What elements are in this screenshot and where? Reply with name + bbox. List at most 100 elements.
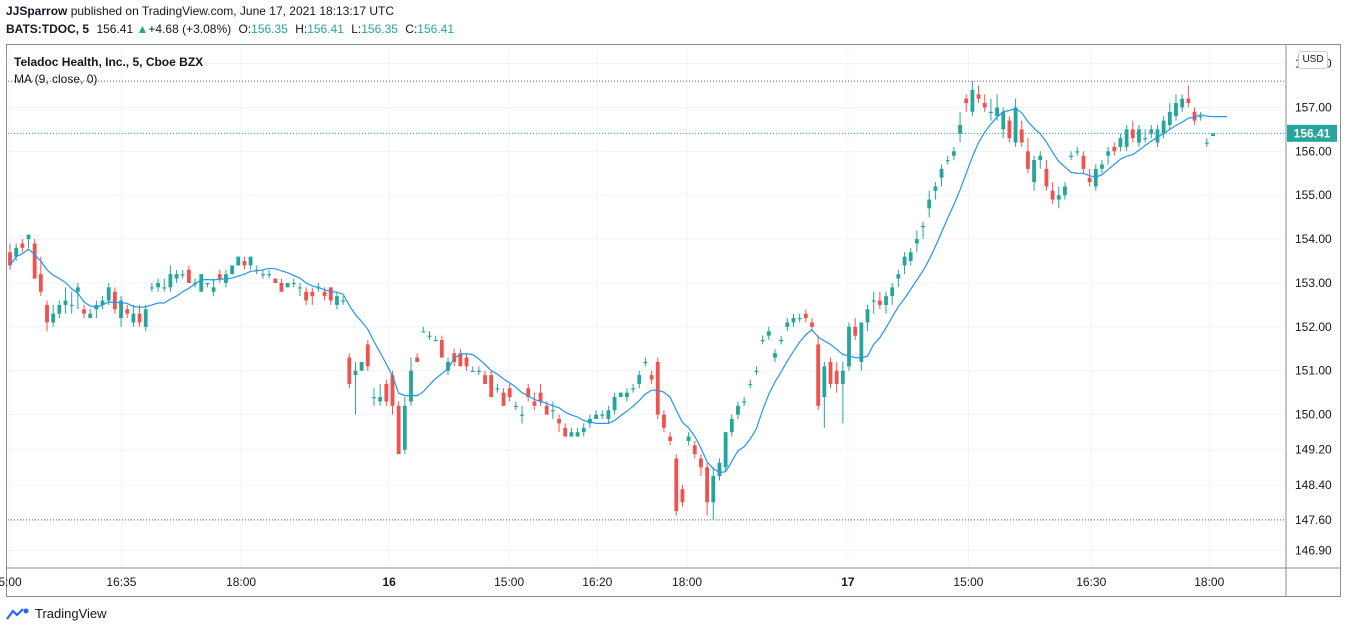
y-tick-label: 149.20 (1295, 443, 1332, 457)
x-tick-label: 16:20 (582, 575, 612, 589)
candle-body (723, 432, 728, 468)
candle-body (729, 418, 734, 433)
candle-body (174, 274, 179, 279)
candle-body (149, 287, 154, 289)
candle-body (964, 98, 969, 104)
change-value: +4.68 (+3.08%) (148, 22, 232, 36)
close-label: C: (405, 22, 418, 36)
candle-body (742, 401, 747, 403)
candle-body (1001, 111, 1006, 130)
candle-body (501, 392, 506, 406)
candle-body (606, 410, 611, 419)
candle-body (816, 344, 821, 406)
ma-line (9, 107, 1227, 474)
candle-body (1198, 116, 1203, 118)
candle-body (1137, 129, 1141, 143)
candle-body (717, 462, 722, 477)
candle-body (1161, 120, 1166, 134)
candle-body (211, 287, 216, 292)
candle-body (433, 340, 438, 342)
candle-body (1032, 160, 1037, 183)
candle-body (427, 335, 432, 337)
candle-body (754, 370, 759, 372)
candle-body (587, 418, 592, 424)
candle-body (14, 247, 19, 257)
candle-body (248, 256, 253, 266)
candle-body (162, 287, 167, 289)
candle-body (82, 309, 86, 314)
candle-body (310, 291, 315, 297)
candle-body (914, 239, 919, 244)
footer-brand[interactable]: TradingView (6, 606, 107, 621)
y-tick-label: 155.00 (1295, 188, 1332, 202)
candle-body (1167, 111, 1172, 125)
x-tick-label: 15:00 (953, 575, 983, 589)
high-value: 156.41 (307, 22, 344, 36)
candle-body (1019, 129, 1024, 143)
candle-body (840, 370, 845, 384)
candle-body (890, 287, 895, 297)
candle-body (557, 418, 561, 424)
candle-body (896, 274, 901, 279)
candle-body (1174, 103, 1178, 117)
candle-body (797, 318, 802, 320)
candle-body (8, 252, 12, 266)
candle-body (699, 458, 703, 468)
candle-body (1149, 129, 1154, 134)
candle-body (217, 274, 222, 279)
candle-body (384, 383, 389, 402)
candle-body (532, 401, 537, 406)
candle-body (791, 318, 796, 323)
candle-body (186, 269, 191, 283)
candle-body (951, 151, 956, 156)
candles (8, 81, 1215, 520)
candle-body (347, 357, 352, 384)
author-name[interactable]: JJSparrow (6, 4, 68, 18)
y-tick-label: 151.00 (1295, 364, 1332, 378)
candle-body (927, 199, 932, 209)
low-label: L: (351, 22, 362, 36)
candle-body (655, 361, 660, 415)
candle-body (230, 265, 235, 275)
candle-body (921, 225, 925, 228)
candle-body (51, 313, 56, 323)
candle-body (483, 375, 487, 384)
candle-body (143, 309, 148, 327)
candle-body (322, 291, 327, 297)
brand-text: TradingView (35, 606, 107, 621)
candle-body (631, 388, 636, 390)
candle-body (1211, 133, 1215, 136)
candle-body (1118, 138, 1123, 147)
close-value: 156.41 (417, 22, 454, 36)
chart-legend: Teladoc Health, Inc., 5, Cboe BZX MA (9,… (14, 54, 203, 88)
candle-body (1038, 155, 1043, 161)
currency-button[interactable]: USD (1298, 51, 1328, 69)
candle-body (748, 383, 753, 386)
candle-body (261, 274, 265, 276)
legend-indicator[interactable]: MA (9, close, 0) (14, 72, 98, 86)
candle-body (1081, 155, 1086, 169)
x-axis-labels: 5:00 16:35 18:00 16 15:00 16:20 18:00 17 15:00 16… (0, 575, 1225, 589)
candle-body (267, 274, 272, 276)
candle-body (20, 243, 25, 248)
candle-body (291, 282, 296, 285)
candle-body (594, 414, 598, 419)
x-tick-label: 15:00 (494, 575, 524, 589)
candle-body (75, 287, 80, 292)
candle-body (569, 432, 574, 437)
candle-body (520, 414, 524, 416)
candle-body (32, 243, 37, 279)
candle-body (1204, 142, 1209, 144)
candle-body (242, 261, 247, 266)
candle-body (692, 445, 697, 455)
candle-body (378, 397, 383, 402)
candle-body (982, 103, 987, 108)
candle-body (464, 357, 469, 367)
candle-body (409, 370, 413, 402)
candle-body (600, 414, 605, 416)
candle-body (69, 304, 74, 307)
candle-body (828, 361, 833, 384)
candle-body (335, 296, 339, 305)
candle-body (834, 370, 839, 384)
